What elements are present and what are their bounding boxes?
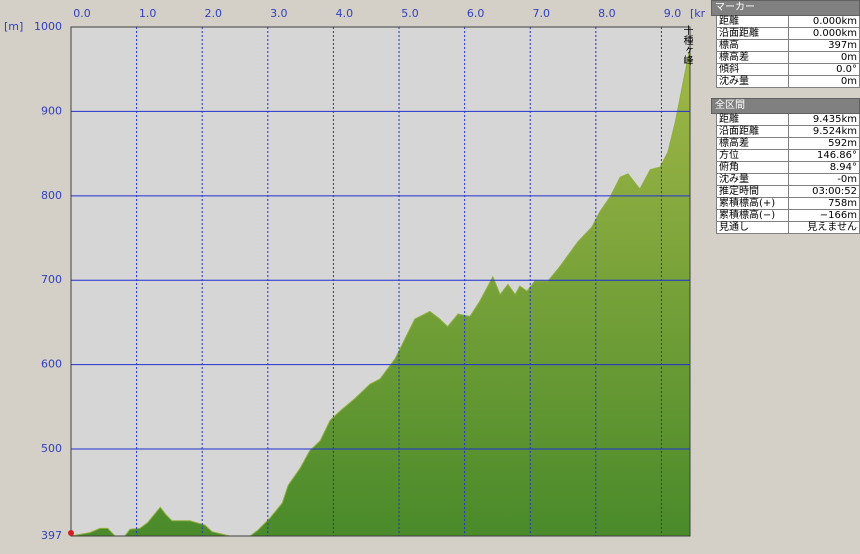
- marker-panel: マーカー 距離 0.000km 沿面距離 0.000km 標高 397m 標高差 0m 傾斜 0.0…: [711, 0, 860, 88]
- x-tick-label: 7.0: [532, 7, 550, 20]
- panel-row: 傾斜 0.0°: [716, 64, 860, 76]
- row-value: 397m: [787, 40, 860, 51]
- peak-label: 十種ヶ峰: [681, 24, 693, 65]
- panel-row: 累積標高(−) −166m: [716, 210, 860, 222]
- row-label: 累積標高(−): [719, 210, 776, 221]
- row-label: 沿面距離: [719, 126, 759, 137]
- row-label: 傾斜: [719, 64, 739, 75]
- x-tick-label: 2.0: [204, 7, 222, 20]
- panel-row: 見通し 見えません: [716, 222, 860, 234]
- panel-row: 標高差 0m: [716, 52, 860, 64]
- row-value: 758m: [787, 198, 860, 209]
- x-tick-label: 8.0: [598, 7, 616, 20]
- row-value: 146.86°: [787, 150, 860, 161]
- row-label: 見通し: [719, 222, 749, 233]
- panel-row: 沈み量 -0m: [716, 174, 860, 186]
- y-unit: [m]: [4, 20, 23, 33]
- x-tick-label: 9.0: [664, 7, 682, 20]
- row-label: 距離: [719, 114, 739, 125]
- panel-row: 推定時間 03:00:52: [716, 186, 860, 198]
- panel-row: 方位 146.86°: [716, 150, 860, 162]
- row-value: 0m: [787, 76, 860, 87]
- row-label: 俯角: [719, 162, 739, 173]
- panel-row: 距離 0.000km: [716, 16, 860, 28]
- x-unit: [km]: [690, 7, 705, 20]
- y-tick-label: 800: [41, 189, 62, 202]
- panel-row: 沿面距離 0.000km: [716, 28, 860, 40]
- x-tick-label: 3.0: [270, 7, 288, 20]
- y-tick-label: 397: [41, 529, 62, 542]
- y-tick-label: 900: [41, 104, 62, 117]
- row-value: 9.435km: [787, 114, 860, 125]
- panel-row: 俯角 8.94°: [716, 162, 860, 174]
- row-label: 沈み量: [719, 174, 749, 185]
- y-tick-label: 600: [41, 358, 62, 371]
- y-tick-label: 500: [41, 442, 62, 455]
- row-label: 沿面距離: [719, 28, 759, 39]
- row-value: 0.0°: [787, 64, 860, 75]
- row-value: 見えません: [787, 222, 860, 233]
- row-value: -0m: [787, 174, 860, 185]
- chart: [m] [km] 397 500 600 700 800 900 1000 0.0 1.0 2.0…: [4, 7, 705, 542]
- panel-title: 全区間: [711, 98, 860, 114]
- row-value: −166m: [787, 210, 860, 221]
- row-value: 0.000km: [787, 28, 860, 39]
- section-panel: 全区間 距離 9.435km 沿面距離 9.524km 標高差 592m 方位 146.86° 俯…: [711, 98, 860, 234]
- row-label: 標高: [719, 40, 739, 51]
- x-tick-label: 6.0: [467, 7, 485, 20]
- row-label: 累積標高(+): [719, 198, 776, 209]
- row-label: 標高差: [719, 52, 749, 63]
- row-value: 0m: [787, 52, 860, 63]
- panel-row: 沿面距離 9.524km: [716, 126, 860, 138]
- panel-row: 沈み量 0m: [716, 76, 860, 88]
- elevation-line: [70, 48, 691, 537]
- x-tick-label: 0.0: [73, 7, 91, 20]
- row-label: 推定時間: [719, 186, 759, 197]
- marker: [68, 530, 74, 536]
- row-label: 標高差: [719, 138, 749, 149]
- x-tick-label: 1.0: [139, 7, 157, 20]
- plot-border: [70, 26, 691, 537]
- x-tick-label: 4.0: [336, 7, 354, 20]
- row-value: 592m: [787, 138, 860, 149]
- panel-row: 累積標高(+) 758m: [716, 198, 860, 210]
- panel-row: 標高 397m: [716, 40, 860, 52]
- row-value: 9.524km: [787, 126, 860, 137]
- row-label: 距離: [719, 16, 739, 27]
- row-value: 03:00:52: [787, 186, 860, 197]
- y-tick-label: 1000: [34, 20, 62, 33]
- row-value: 0.000km: [787, 16, 860, 27]
- panel-row: 距離 9.435km: [716, 114, 860, 126]
- panel-row: 標高差 592m: [716, 138, 860, 150]
- x-tick-label: 5.0: [401, 7, 419, 20]
- row-label: 沈み量: [719, 76, 749, 87]
- area-fill: [71, 48, 690, 537]
- row-value: 8.94°: [787, 162, 860, 173]
- y-tick-label: 700: [41, 273, 62, 286]
- row-label: 方位: [719, 150, 739, 161]
- panel-title: マーカー: [711, 0, 860, 16]
